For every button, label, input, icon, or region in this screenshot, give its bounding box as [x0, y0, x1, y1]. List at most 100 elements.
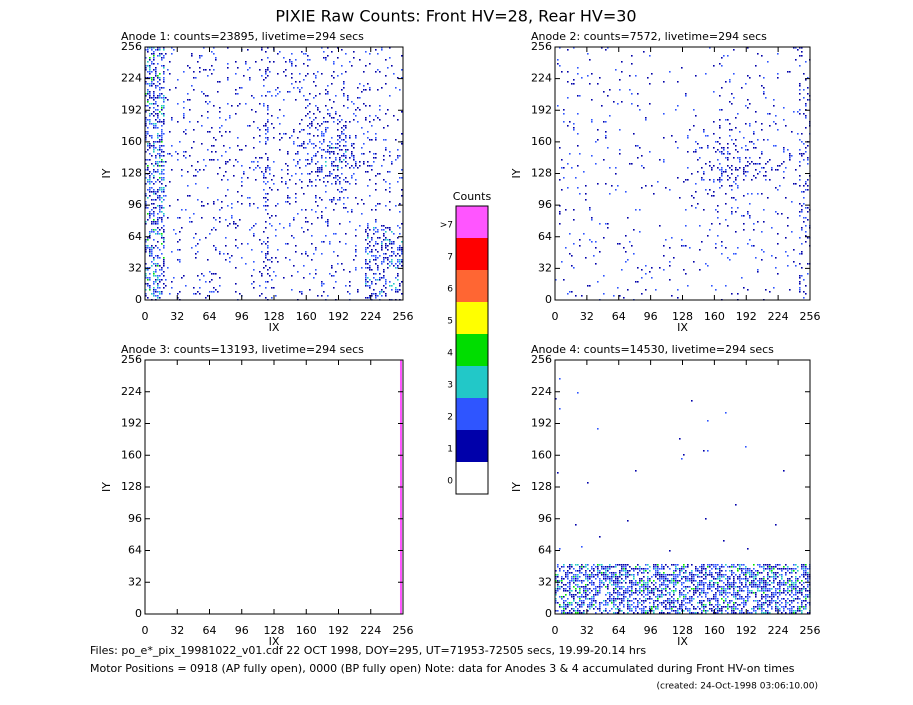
- count-pixel: [613, 574, 615, 576]
- count-pixel: [719, 604, 721, 606]
- count-pixel: [649, 83, 651, 85]
- count-pixel: [721, 586, 723, 588]
- count-pixel: [637, 157, 639, 159]
- count-pixel: [749, 239, 751, 241]
- count-pixel: [605, 580, 607, 582]
- count-pixel: [375, 183, 377, 185]
- count-pixel: [391, 255, 393, 257]
- count-pixel: [763, 592, 765, 594]
- count-pixel: [159, 83, 161, 85]
- count-pixel: [147, 219, 149, 221]
- count-pixel: [157, 291, 159, 293]
- count-pixel: [783, 566, 785, 568]
- count-pixel: [281, 181, 283, 183]
- count-pixel: [695, 574, 697, 576]
- count-pixel: [755, 610, 757, 612]
- count-pixel: [749, 125, 751, 127]
- count-pixel: [153, 229, 155, 231]
- count-pixel: [579, 612, 581, 614]
- count-pixel: [727, 157, 729, 159]
- count-pixel: [799, 179, 801, 181]
- count-pixel: [749, 584, 751, 586]
- count-pixel: [585, 578, 587, 580]
- count-pixel: [605, 135, 607, 137]
- count-pixel: [611, 594, 613, 596]
- y-tick-label: 224: [531, 385, 552, 398]
- count-pixel: [807, 159, 809, 161]
- count-pixel: [575, 610, 577, 612]
- count-pixel: [621, 598, 623, 600]
- count-pixel: [603, 121, 605, 123]
- count-pixel: [265, 129, 267, 131]
- count-pixel: [329, 113, 331, 115]
- count-pixel: [345, 177, 347, 179]
- count-pixel: [803, 566, 805, 568]
- y-tick-label: 0: [135, 293, 142, 306]
- count-pixel: [227, 205, 229, 207]
- count-pixel: [203, 169, 205, 171]
- count-pixel: [597, 586, 599, 588]
- count-pixel: [323, 181, 325, 183]
- count-pixel: [259, 239, 261, 241]
- count-pixel: [557, 63, 559, 65]
- colorbar-frame: [455, 205, 489, 495]
- count-pixel: [383, 159, 385, 161]
- count-pixel: [265, 209, 267, 211]
- count-pixel: [329, 141, 331, 143]
- count-pixel: [337, 135, 339, 137]
- count-pixel: [629, 570, 631, 572]
- count-pixel: [691, 580, 693, 582]
- count-pixel: [333, 71, 335, 73]
- count-pixel: [783, 568, 785, 570]
- count-pixel: [299, 167, 301, 169]
- count-pixel: [713, 598, 715, 600]
- count-pixel: [375, 293, 377, 295]
- count-pixel: [155, 67, 157, 69]
- count-pixel: [733, 143, 735, 145]
- count-pixel: [697, 570, 699, 572]
- count-pixel: [771, 594, 773, 596]
- count-pixel: [703, 608, 705, 610]
- count-pixel: [663, 81, 665, 83]
- count-pixel: [149, 177, 151, 179]
- count-pixel: [611, 578, 613, 580]
- count-pixel: [643, 572, 645, 574]
- count-pixel: [591, 584, 593, 586]
- count-pixel: [713, 133, 715, 135]
- count-pixel: [739, 157, 741, 159]
- count-pixel: [609, 566, 611, 568]
- count-pixel: [773, 600, 775, 602]
- count-pixel: [157, 161, 159, 163]
- count-pixel: [605, 610, 607, 612]
- count-pixel: [679, 608, 681, 610]
- count-pixel: [703, 209, 705, 211]
- count-pixel: [171, 119, 173, 121]
- count-pixel: [355, 249, 357, 251]
- count-pixel: [207, 111, 209, 113]
- count-pixel: [573, 582, 575, 584]
- count-pixel: [801, 153, 803, 155]
- count-pixel: [295, 59, 297, 61]
- count-pixel: [727, 584, 729, 586]
- count-pixel: [211, 151, 213, 153]
- count-pixel: [727, 119, 729, 121]
- count-pixel: [599, 586, 601, 588]
- count-pixel: [321, 133, 323, 135]
- count-pixel: [767, 578, 769, 580]
- count-pixel: [727, 606, 729, 608]
- count-pixel: [573, 219, 575, 221]
- count-pixel: [711, 598, 713, 600]
- count-pixel: [743, 572, 745, 574]
- count-pixel: [261, 157, 263, 159]
- count-pixel: [333, 275, 335, 277]
- count-pixel: [383, 127, 385, 129]
- count-pixel: [675, 578, 677, 580]
- count-pixel: [793, 612, 795, 614]
- count-pixel: [377, 267, 379, 269]
- count-pixel: [585, 588, 587, 590]
- count-pixel: [665, 588, 667, 590]
- count-pixel: [631, 594, 633, 596]
- count-pixel: [559, 213, 561, 215]
- count-pixel: [599, 590, 601, 592]
- count-pixel: [163, 115, 165, 117]
